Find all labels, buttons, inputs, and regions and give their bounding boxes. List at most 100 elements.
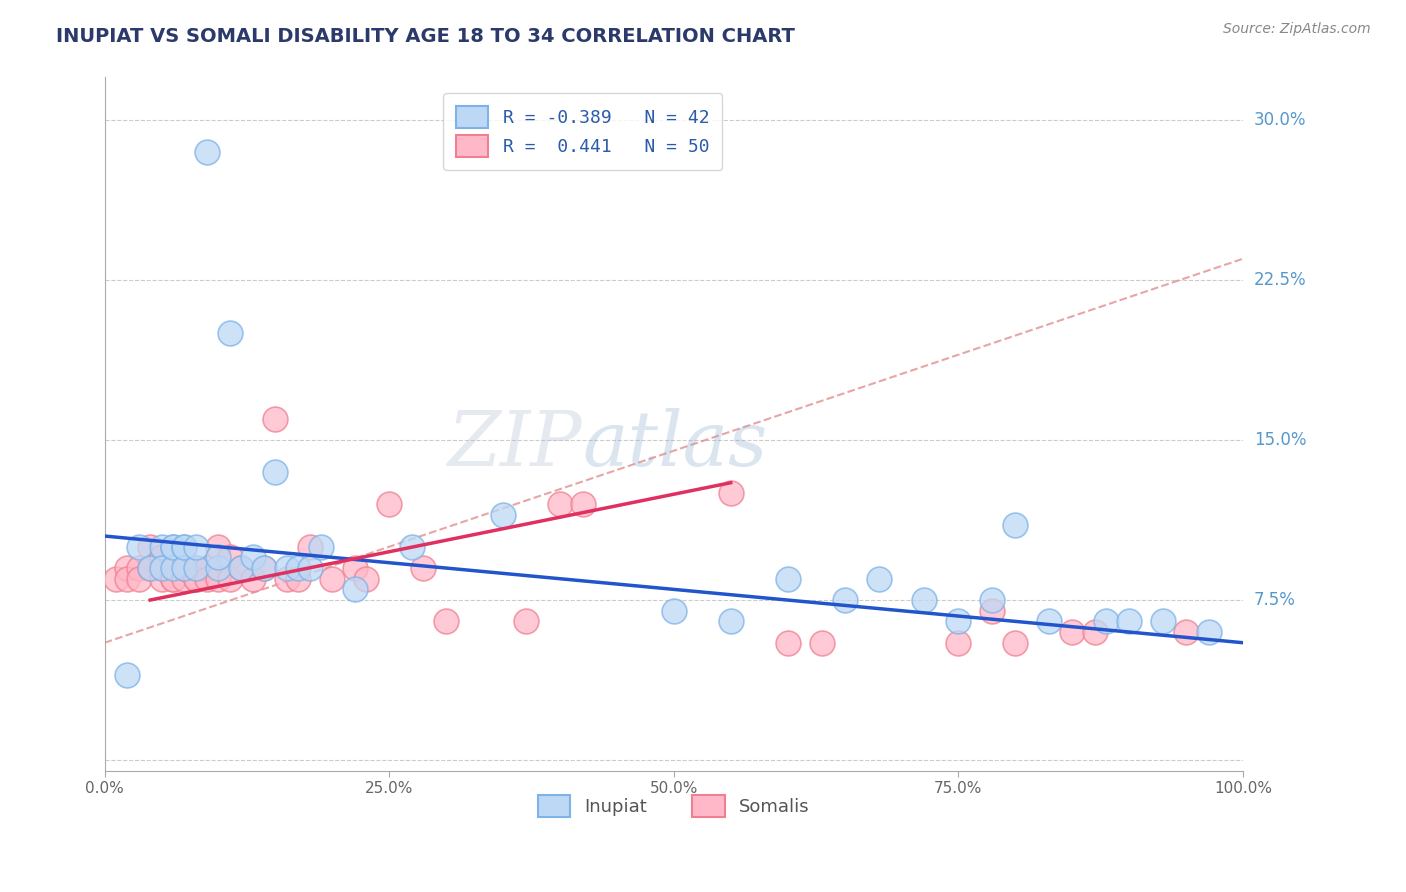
Point [195,145,218,160]
Point [128,561,150,575]
Text: Source: ZipAtlas.com: Source: ZipAtlas.com [1223,22,1371,37]
Point [1084,625,1107,640]
Point [662,604,685,618]
Point [981,604,1004,618]
Point [776,572,799,586]
Point [231,561,253,575]
Point [195,561,218,575]
Point [128,540,150,554]
Text: 15.0%: 15.0% [1254,431,1306,449]
Point [515,615,537,629]
Point [173,540,195,554]
Point [128,572,150,586]
Point [276,561,298,575]
Point [253,561,276,575]
Point [184,572,207,586]
Text: ZIP: ZIP [449,408,582,482]
Point [1062,625,1084,640]
Point [1198,625,1220,640]
Point [105,572,128,586]
Point [412,561,434,575]
Text: INUPIAT VS SOMALI DISABILITY AGE 18 TO 34 CORRELATION CHART: INUPIAT VS SOMALI DISABILITY AGE 18 TO 3… [56,27,796,45]
Point [434,615,457,629]
Text: 7.5%: 7.5% [1254,591,1296,609]
Point [1118,615,1140,629]
Text: atlas: atlas [582,408,768,482]
Point [1152,615,1174,629]
Point [218,550,240,565]
Point [150,540,173,554]
Legend: Inupiat, Somalis: Inupiat, Somalis [530,788,817,824]
Point [184,540,207,554]
Text: 22.5%: 22.5% [1254,271,1306,289]
Point [162,540,184,554]
Point [1004,518,1026,533]
Point [344,561,367,575]
Point [207,550,229,565]
Point [207,540,229,554]
Point [356,572,378,586]
Point [948,615,970,629]
Point [150,550,173,565]
Point [720,486,742,500]
Point [1095,615,1118,629]
Point [834,593,856,607]
Point [401,540,423,554]
Point [173,561,195,575]
Point [184,561,207,575]
Point [173,561,195,575]
Point [287,561,309,575]
Point [548,497,571,511]
Point [162,561,184,575]
Point [253,561,276,575]
Point [276,572,298,586]
Point [162,540,184,554]
Point [810,636,832,650]
Point [720,615,742,629]
Point [231,561,253,575]
Point [776,636,799,650]
Point [184,561,207,575]
Point [207,561,229,575]
Point [298,561,321,575]
Point [162,561,184,575]
Point [981,593,1004,607]
Point [571,497,593,511]
Point [150,561,173,575]
Point [344,582,367,597]
Point [195,572,218,586]
Point [287,572,309,586]
Point [150,561,173,575]
Point [378,497,401,511]
Point [173,572,195,586]
Point [1175,625,1198,640]
Point [1038,615,1060,629]
Point [184,572,207,586]
Point [298,540,321,554]
Point [309,540,332,554]
Point [162,572,184,586]
Point [242,550,264,565]
Point [492,508,515,522]
Point [868,572,890,586]
Point [117,667,139,681]
Point [150,572,173,586]
Text: 30.0%: 30.0% [1254,112,1306,129]
Point [139,540,162,554]
Point [117,561,139,575]
Point [1004,636,1026,650]
Point [139,561,162,575]
Point [117,572,139,586]
Point [321,572,343,586]
Point [173,561,195,575]
Point [912,593,935,607]
Point [242,572,264,586]
Point [173,540,195,554]
Point [218,326,240,341]
Point [264,465,287,479]
Point [218,572,240,586]
Point [162,572,184,586]
Point [139,561,162,575]
Point [207,572,229,586]
Point [948,636,970,650]
